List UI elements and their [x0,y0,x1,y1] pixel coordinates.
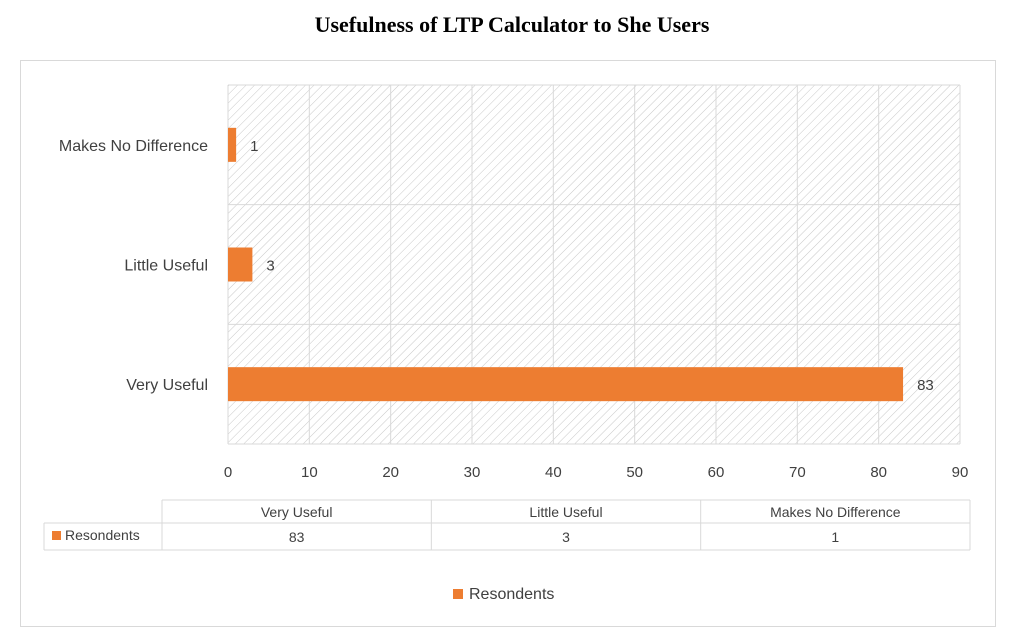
bar [228,127,237,162]
x-tick-label: 60 [708,464,725,481]
table-value: 83 [289,529,305,545]
table-value: 1 [831,529,839,545]
x-tick-label: 40 [545,464,562,481]
data-label: 83 [917,377,934,394]
bar [228,367,904,402]
table-header: Little Useful [529,504,602,520]
table-header: Makes No Difference [770,504,901,520]
x-tick-label: 30 [464,464,481,481]
legend-label: Resondents [469,586,554,603]
x-tick-label: 80 [870,464,887,481]
category-label: Makes No Difference [59,138,208,155]
table-value: 3 [562,529,570,545]
x-tick-label: 20 [382,464,399,481]
x-tick-label: 10 [301,464,318,481]
x-tick-label: 0 [224,464,232,481]
x-tick-label: 70 [789,464,806,481]
table-legend-key [52,531,61,540]
bar [228,247,253,282]
x-tick-label: 90 [952,464,969,481]
data-label: 1 [250,138,258,155]
table-row-label: Resondents [65,527,140,543]
category-label: Very Useful [126,377,208,394]
data-label: 3 [266,258,274,275]
chart-title: Usefulness of LTP Calculator to She User… [314,12,710,37]
category-label: Little Useful [124,258,208,275]
chart-frame [20,60,996,627]
table-header: Very Useful [261,504,333,520]
x-tick-label: 50 [626,464,643,481]
legend-swatch [453,589,463,599]
